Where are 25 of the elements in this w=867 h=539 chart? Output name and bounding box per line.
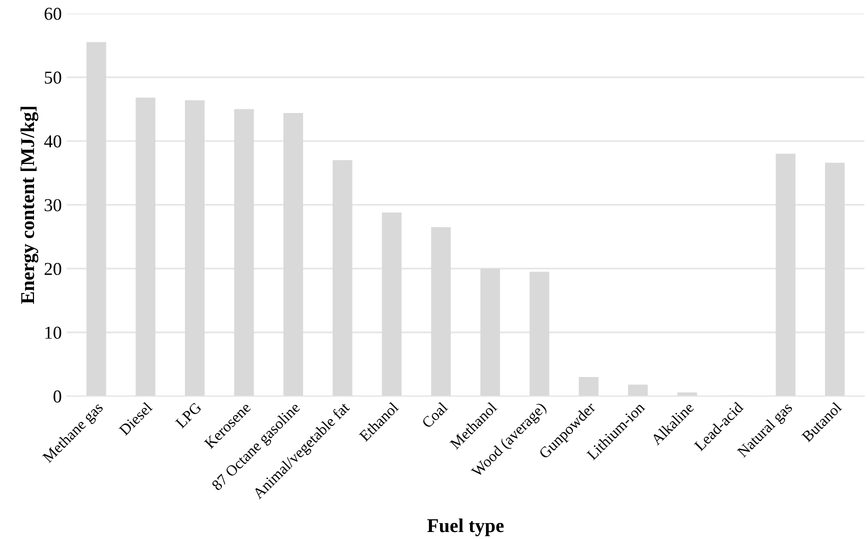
y-tick-label: 10 [45, 326, 62, 339]
bar [283, 112, 304, 396]
y-tick-label: 30 [44, 199, 62, 212]
bar [382, 212, 402, 396]
y-axis-title: Energy content [MJ/kg] [20, 106, 38, 304]
bar [234, 109, 254, 396]
y-tick-label: 60 [44, 8, 62, 20]
x-axis-title: Fuel type [427, 518, 504, 536]
bar [431, 227, 451, 396]
bar [86, 42, 106, 396]
x-tick-label: Coal [421, 401, 448, 429]
y-tick-label: 0 [54, 390, 62, 403]
bar [578, 377, 599, 396]
y-tick-label: 50 [44, 72, 62, 84]
y-tick-label: 20 [44, 262, 62, 276]
bar [628, 384, 648, 396]
bar [776, 154, 796, 396]
x-tick-label: LPG [175, 402, 202, 429]
bar [480, 268, 500, 396]
bar [184, 100, 205, 396]
y-tick-label: 40 [44, 135, 62, 148]
bar [530, 272, 550, 396]
bar [825, 162, 845, 396]
bar [332, 160, 352, 396]
bar [136, 98, 156, 396]
